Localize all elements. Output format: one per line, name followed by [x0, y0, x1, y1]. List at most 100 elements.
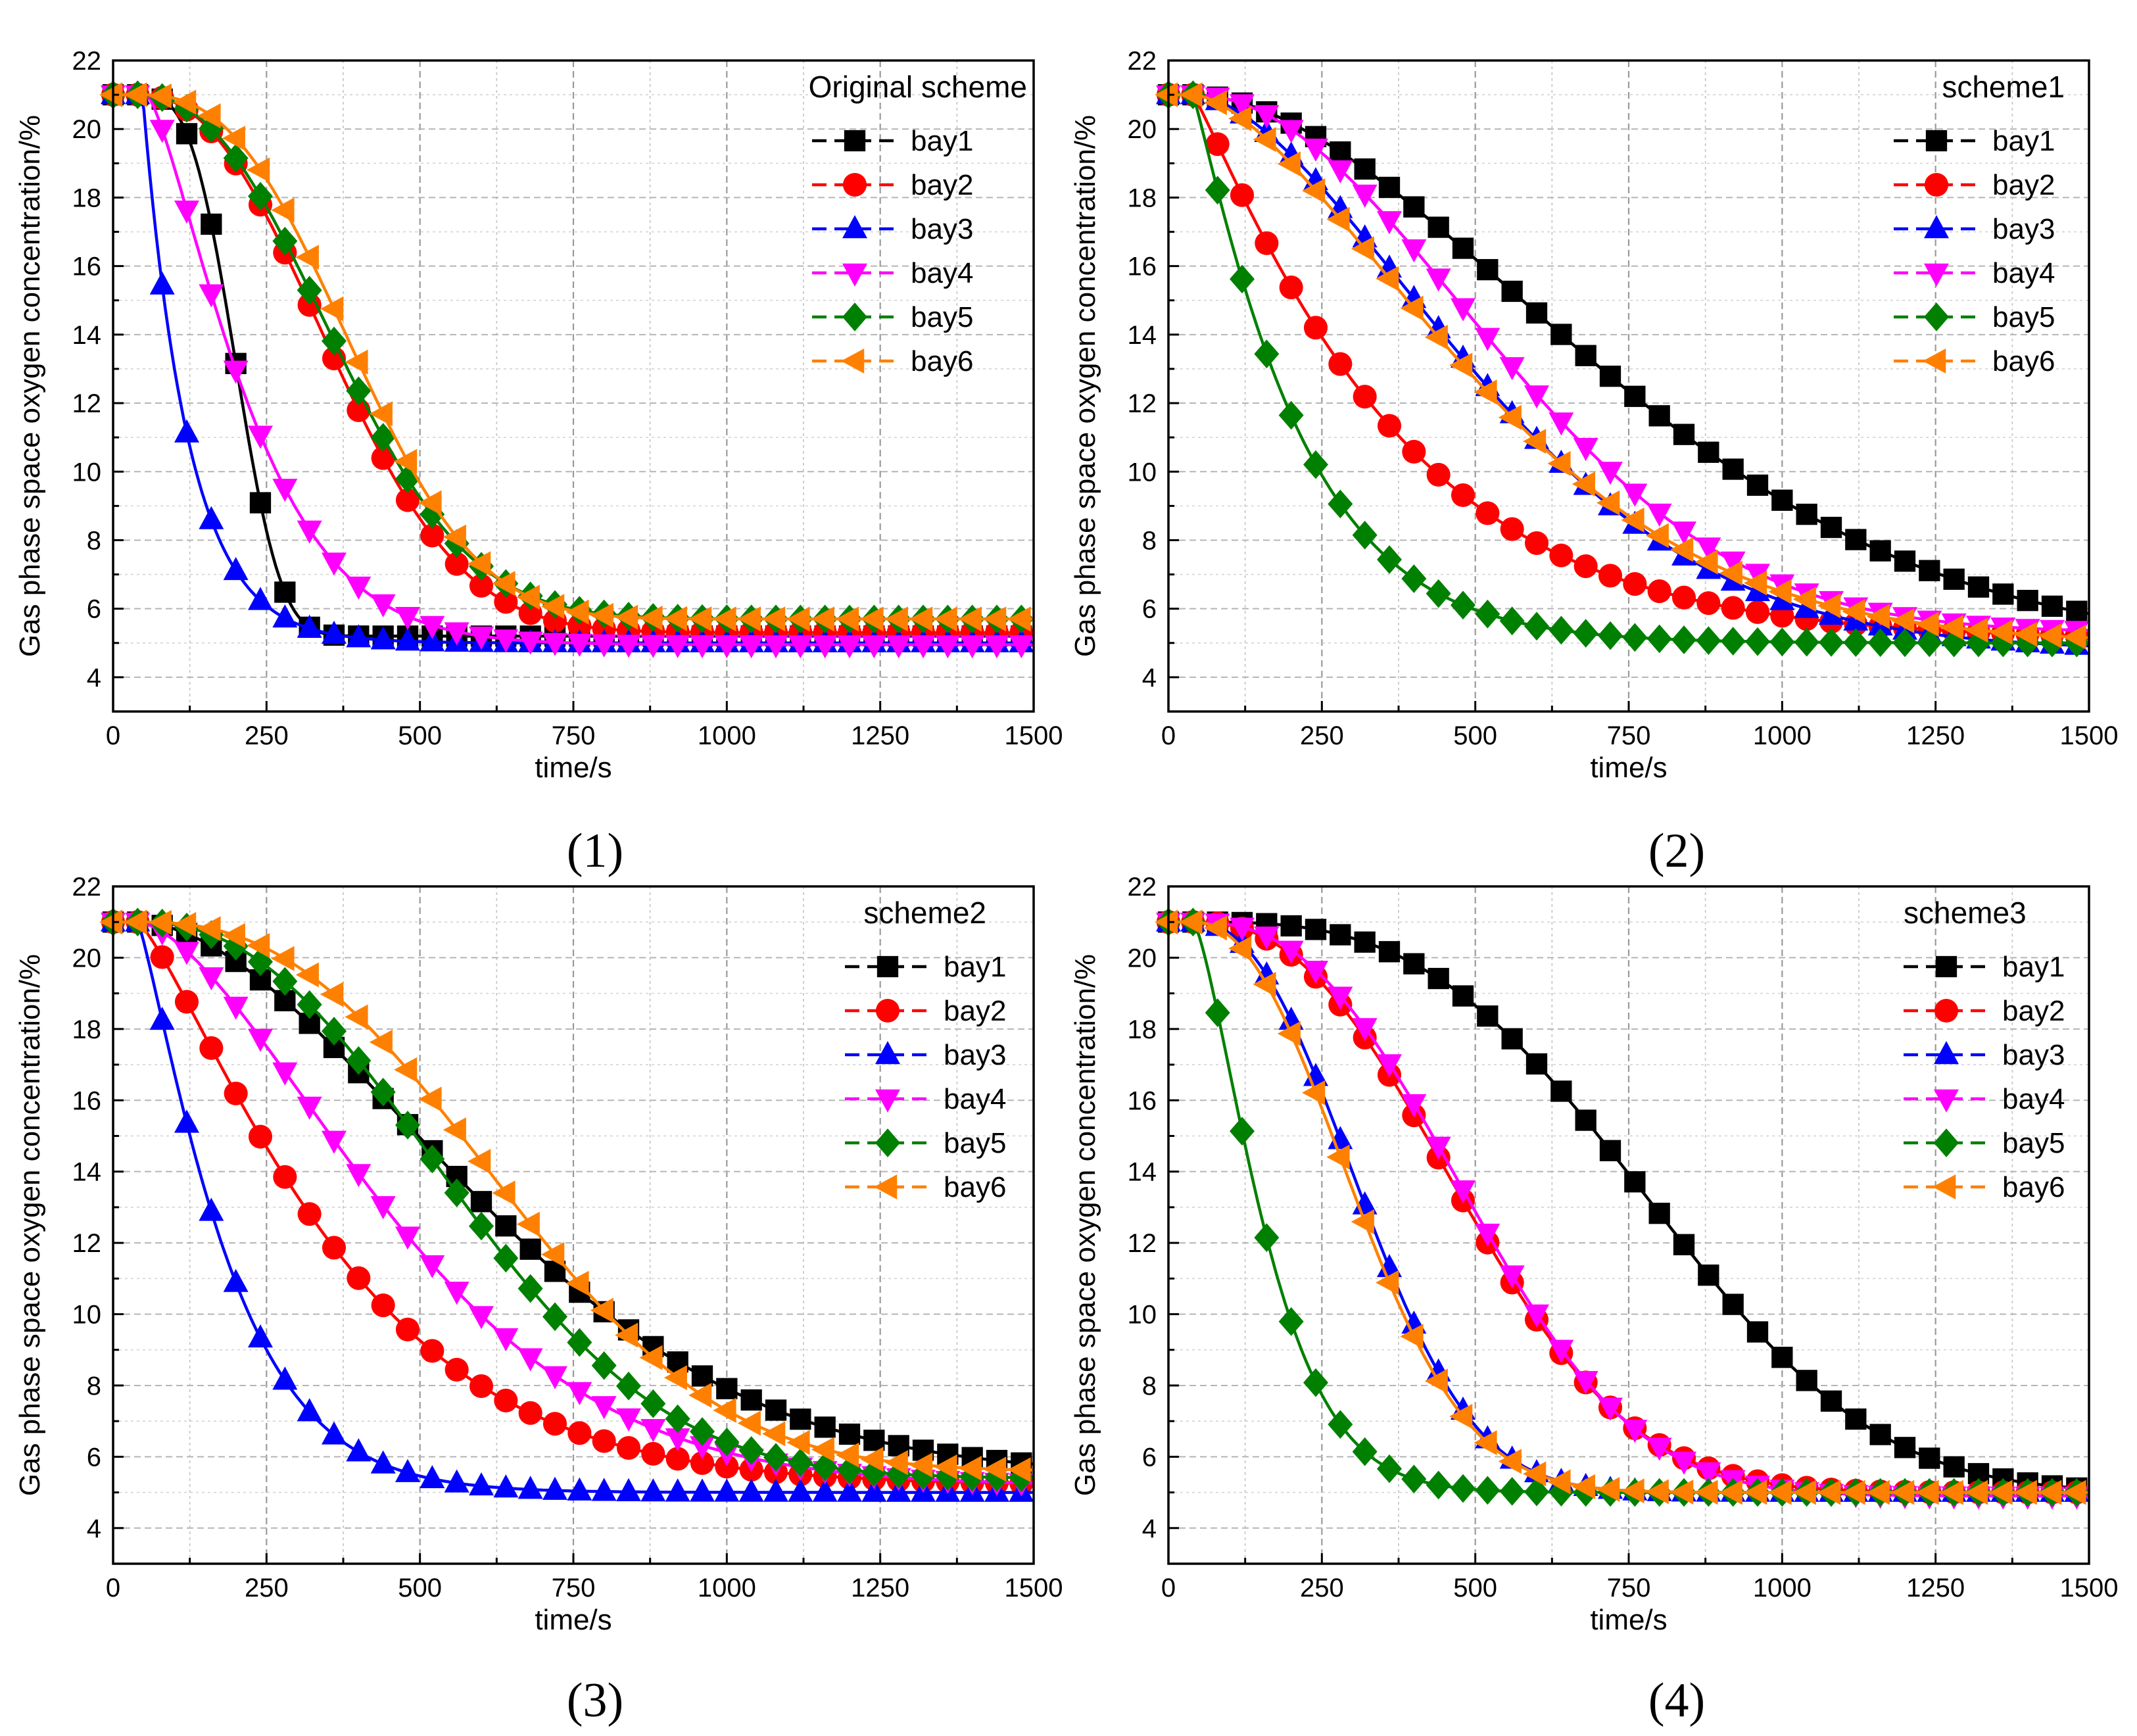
- data-point-bay1: [740, 1389, 762, 1411]
- data-point-bay6: [713, 1397, 736, 1423]
- data-point-bay2: [444, 552, 469, 576]
- x-tick-label: 0: [106, 721, 120, 750]
- y-tick-label: 6: [87, 1443, 101, 1472]
- data-point-bay4: [469, 626, 494, 650]
- data-point-bay2: [1426, 462, 1451, 487]
- data-point-bay2: [518, 1401, 542, 1425]
- data-point-bay4: [591, 1396, 617, 1420]
- series-group: [1155, 80, 2090, 658]
- data-point-bay6: [222, 923, 245, 948]
- data-point-bay6: [1866, 1480, 1890, 1505]
- data-point-bay6: [688, 606, 712, 632]
- data-point-bay2: [567, 1421, 592, 1445]
- data-point-bay6: [345, 349, 368, 375]
- data-point-bay2: [641, 1441, 665, 1466]
- data-point-bay6: [1449, 1403, 1473, 1429]
- data-point-bay4: [1426, 1136, 1451, 1160]
- data-point-bay1: [1378, 941, 1401, 963]
- data-point-bay6: [1179, 82, 1203, 108]
- y-tick-label: 10: [72, 1301, 102, 1330]
- data-point-bay6: [1351, 236, 1374, 262]
- data-point-bay1: [1354, 931, 1376, 953]
- data-point-bay3: [248, 1324, 273, 1348]
- data-point-bay4: [322, 1130, 347, 1154]
- x-tick-label: 1000: [1753, 1574, 1812, 1603]
- data-point-bay4: [1720, 551, 1746, 575]
- data-point-bay6: [516, 1211, 540, 1237]
- x-axis-label: time/s: [535, 1604, 612, 1636]
- panel-caption: (2): [1648, 824, 1705, 878]
- data-point-bay4: [1499, 357, 1525, 381]
- data-point-bay2: [297, 293, 322, 317]
- data-point-bay1: [470, 1191, 492, 1213]
- data-point-bay1: [1550, 324, 1572, 345]
- legend-marker-bay4: [1924, 263, 1949, 287]
- legend-label: bay2: [911, 169, 973, 201]
- data-point-bay1: [1967, 576, 1990, 598]
- data-point-bay4: [272, 1062, 298, 1086]
- data-point-bay2: [1377, 414, 1402, 438]
- data-point-bay5: [1819, 628, 1844, 657]
- legend-title: scheme1: [1942, 70, 2065, 104]
- data-point-bay2: [199, 1036, 224, 1060]
- data-point-bay2: [224, 1081, 248, 1105]
- data-point-bay1: [495, 1215, 517, 1237]
- x-axis-label: time/s: [1590, 1604, 1667, 1636]
- data-point-bay6: [295, 245, 319, 270]
- data-point-bay6: [737, 1410, 761, 1436]
- y-tick-label: 10: [1128, 458, 1157, 487]
- data-point-bay4: [346, 1164, 372, 1188]
- legend-marker-bay6: [841, 349, 865, 374]
- data-point-bay1: [1992, 583, 2014, 605]
- data-point-bay4: [420, 615, 445, 639]
- data-point-bay1: [1305, 919, 1327, 940]
- data-point-bay4: [1646, 503, 1672, 527]
- data-point-bay6: [1007, 606, 1031, 632]
- data-point-bay2: [444, 1357, 469, 1382]
- data-point-bay4: [1499, 1265, 1525, 1289]
- data-point-bay6: [958, 606, 982, 632]
- data-point-bay6: [1866, 604, 1890, 629]
- data-point-bay5: [1499, 1477, 1525, 1506]
- data-point-bay4: [861, 635, 887, 659]
- data-point-bay4: [567, 1382, 592, 1405]
- data-point-bay3: [812, 1478, 838, 1502]
- data-point-bay6: [1645, 523, 1669, 548]
- data-point-bay5: [1892, 628, 1917, 658]
- data-point-bay1: [1428, 967, 1449, 990]
- data-point-bay4: [1671, 521, 1696, 545]
- data-point-bay6: [394, 1057, 418, 1082]
- data-point-bay6: [1597, 1477, 1620, 1503]
- data-point-bay6: [468, 1149, 491, 1174]
- data-point-bay4: [1278, 120, 1304, 143]
- data-point-bay1: [1845, 529, 1867, 550]
- y-tick-label: 16: [1128, 1086, 1157, 1115]
- series-line-bay2: [1168, 93, 2090, 638]
- data-point-bay1: [2017, 590, 2038, 612]
- data-point-bay6: [762, 606, 786, 632]
- data-point-bay4: [1622, 483, 1648, 507]
- data-point-bay6: [1572, 1474, 1595, 1499]
- data-point-bay3: [322, 1421, 347, 1445]
- data-point-bay6: [1965, 617, 1988, 643]
- data-point-bay4: [1254, 105, 1280, 129]
- data-point-bay4: [1573, 438, 1598, 462]
- data-point-bay4: [493, 1328, 519, 1352]
- data-point-bay6: [1989, 619, 2013, 645]
- legend-marker-bay2: [1924, 172, 1949, 197]
- legend-item-bay5: bay5: [1894, 301, 2055, 333]
- data-point-bay4: [1278, 940, 1304, 964]
- legend-marker-bay5: [875, 1128, 900, 1157]
- data-point-bay1: [201, 213, 222, 235]
- legend-marker-bay3: [1924, 215, 1949, 239]
- data-point-bay1: [814, 1416, 836, 1438]
- data-point-bay4: [1303, 961, 1328, 984]
- x-tick-label: 1250: [851, 1574, 909, 1603]
- data-point-bay2: [174, 990, 199, 1014]
- data-point-bay1: [1746, 474, 1769, 496]
- data-point-bay6: [1572, 471, 1595, 497]
- data-point-bay6: [1155, 909, 1178, 935]
- data-point-bay3: [640, 1478, 666, 1502]
- data-point-bay5: [272, 967, 298, 996]
- y-tick-label: 22: [1128, 47, 1157, 76]
